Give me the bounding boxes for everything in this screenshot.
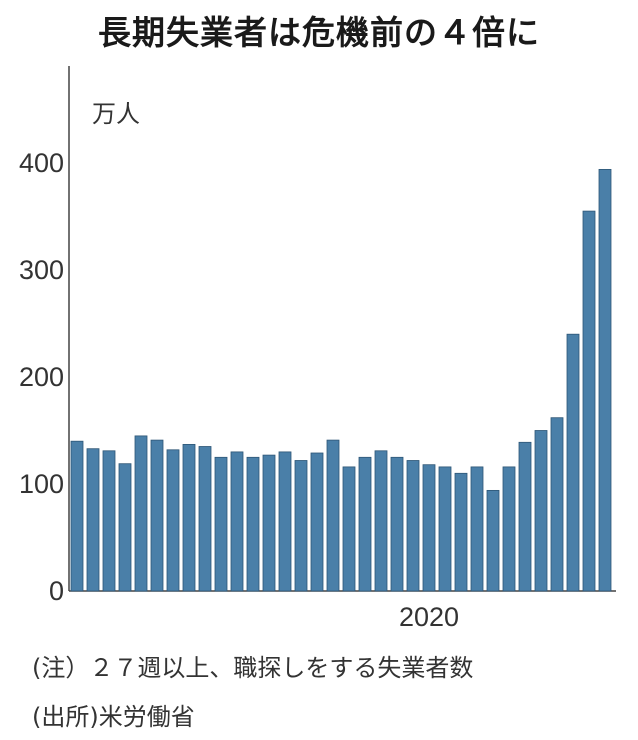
- x-tick-label: 2020: [399, 602, 459, 632]
- bar: [246, 456, 260, 592]
- bar: [550, 417, 564, 592]
- bar: [294, 460, 308, 592]
- bar: [374, 450, 388, 592]
- bar: [198, 446, 212, 592]
- bar: [214, 456, 228, 592]
- y-tick-label: 0: [49, 576, 64, 606]
- bars: [70, 168, 612, 592]
- bar: [342, 466, 356, 592]
- bar: [118, 463, 132, 592]
- chart-title: 長期失業者は危機前の４倍に: [98, 13, 540, 52]
- bar: [86, 448, 100, 592]
- bar-chart: 0 100 200 300 400 2020 万人: [19, 66, 616, 632]
- y-tick-label: 100: [19, 469, 64, 499]
- bar: [470, 466, 484, 592]
- bar: [406, 460, 420, 592]
- bar: [182, 443, 196, 592]
- bar: [502, 466, 516, 592]
- bar: [166, 449, 180, 592]
- bar: [358, 456, 372, 592]
- y-tick-labels: 0 100 200 300 400: [19, 148, 64, 606]
- bar: [438, 466, 452, 592]
- bar: [310, 452, 324, 592]
- bar: [326, 439, 340, 592]
- bar: [278, 451, 292, 592]
- note-definition: (注）２７週以上、職探しをする失業者数: [32, 654, 474, 682]
- bar: [150, 439, 164, 592]
- y-tick-label: 300: [19, 255, 64, 285]
- bar: [518, 441, 532, 592]
- bar: [486, 489, 500, 592]
- bar: [598, 168, 612, 592]
- bar: [102, 450, 116, 592]
- bar: [534, 430, 548, 592]
- x-tick-labels: 2020: [399, 602, 459, 632]
- bar: [230, 451, 244, 592]
- y-tick-label: 400: [19, 148, 64, 178]
- bar: [390, 456, 404, 592]
- bar: [262, 454, 276, 592]
- bar: [422, 464, 436, 592]
- note-source: (出所)米労働省: [32, 703, 195, 731]
- bar: [70, 440, 84, 592]
- y-tick-label: 200: [19, 362, 64, 392]
- bar: [582, 210, 596, 592]
- bar: [134, 435, 148, 592]
- y-axis-unit-label: 万人: [92, 100, 140, 128]
- bar: [566, 333, 580, 592]
- bar: [454, 472, 468, 592]
